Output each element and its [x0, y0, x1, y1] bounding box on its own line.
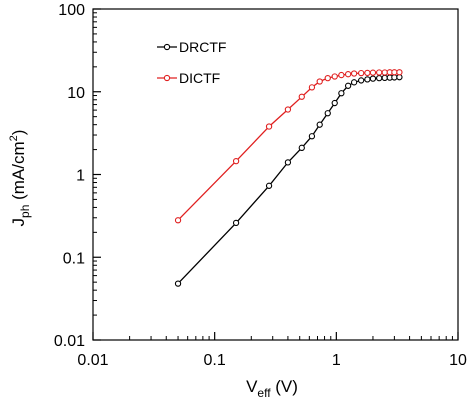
- data-point-drctf: [174, 280, 182, 287]
- data-point-drctf: [298, 144, 305, 151]
- data-point-dictf: [265, 123, 273, 130]
- plot-frame: [92, 8, 459, 341]
- data-point-dictf: [308, 84, 316, 91]
- data-point-drctf: [369, 75, 377, 82]
- data-point-dictf: [232, 157, 240, 165]
- data-point-drctf: [344, 82, 352, 89]
- y-tick-label: 100: [58, 2, 85, 19]
- data-point-drctf: [265, 182, 273, 189]
- series-layer: [174, 69, 403, 287]
- x-tick-label: 0.01: [77, 352, 108, 369]
- data-point-dictf: [369, 69, 377, 76]
- data-point-dictf: [391, 69, 398, 76]
- data-point-dictf: [331, 73, 338, 80]
- y-tick-label: 10: [67, 85, 85, 102]
- y-tick-label: 0.01: [54, 333, 85, 350]
- data-point-dictf: [344, 71, 352, 78]
- x-tick-label: 10: [449, 352, 467, 369]
- data-point-dictf: [364, 69, 371, 77]
- legend-label-dictf: DICTF: [179, 70, 220, 86]
- legend: DRCTF DICTF: [157, 39, 226, 86]
- data-point-dictf: [376, 69, 383, 76]
- data-point-dictf: [338, 71, 345, 79]
- legend-marker-drctf: [163, 43, 171, 51]
- data-point-drctf: [324, 110, 331, 117]
- data-point-drctf: [331, 99, 338, 107]
- data-point-dictf: [396, 69, 403, 76]
- data-point-drctf: [364, 76, 371, 83]
- data-point-dictf: [298, 93, 305, 100]
- data-point-drctf: [381, 74, 388, 82]
- axes: 0.01 0.1 1 10 0.01 0.1 1 10 100: [54, 2, 467, 369]
- data-point-drctf: [232, 219, 240, 227]
- data-point-drctf: [308, 133, 316, 140]
- data-point-dictf: [174, 217, 182, 224]
- legend-marker-dictf: [163, 74, 171, 82]
- series-line-dictf: [177, 71, 400, 221]
- y-tick-label: 1: [76, 168, 85, 185]
- data-point-drctf: [350, 79, 358, 86]
- legend-label-drctf: DRCTF: [179, 39, 226, 55]
- data-point-drctf: [284, 159, 292, 166]
- y-tick-label: 0.1: [63, 250, 85, 267]
- data-point-dictf: [316, 78, 323, 85]
- data-point-dictf: [350, 70, 358, 77]
- data-point-drctf: [358, 77, 365, 84]
- data-point-dictf: [284, 106, 292, 113]
- data-point-dictf: [381, 69, 388, 76]
- data-point-drctf: [316, 121, 323, 128]
- data-point-drctf: [376, 74, 383, 82]
- data-point-dictf: [324, 74, 331, 82]
- data-point-drctf: [391, 74, 398, 81]
- x-tick-label: 0.1: [204, 352, 226, 369]
- data-point-dictf: [358, 69, 365, 77]
- data-point-drctf: [338, 90, 345, 97]
- x-axis-title: Veff (V): [246, 377, 298, 400]
- y-axis-title: Jph (mA/cm2): [8, 130, 32, 227]
- x-tick-label: 1: [332, 352, 341, 369]
